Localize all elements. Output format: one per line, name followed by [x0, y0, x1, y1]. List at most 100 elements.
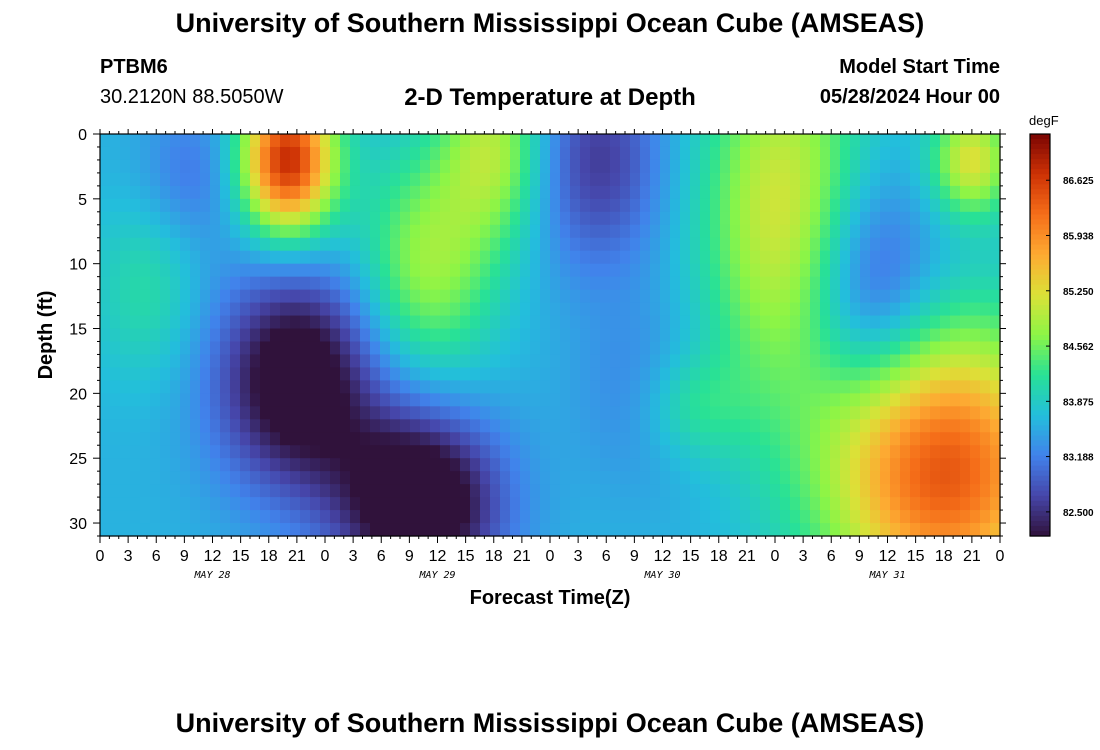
heatmap-cell [300, 510, 311, 524]
heatmap-cell [280, 250, 291, 265]
heatmap-cell [650, 134, 661, 148]
heatmap-cell [500, 289, 511, 304]
heatmap-cell [120, 419, 131, 433]
colorbar-swatch [1030, 214, 1050, 221]
colorbar-swatch [1030, 279, 1050, 286]
y-tick-label: 20 [69, 386, 87, 403]
heatmap-cell [290, 419, 301, 433]
heatmap-cell [700, 134, 711, 148]
heatmap-cell [330, 432, 341, 446]
heatmap-cell [520, 185, 531, 200]
heatmap-cell [610, 497, 621, 511]
heatmap-cell [490, 289, 501, 304]
heatmap-cell [720, 146, 731, 161]
colorbar-swatch [1030, 440, 1050, 447]
heatmap-cell [420, 484, 431, 498]
heatmap-cell [410, 393, 421, 407]
heatmap-cell [950, 393, 961, 407]
heatmap-cell [190, 432, 201, 446]
heatmap-cell [500, 523, 511, 537]
heatmap-cell [610, 419, 621, 433]
heatmap-cell [290, 497, 301, 511]
heatmap-cell [500, 185, 511, 200]
heatmap-cell [650, 237, 661, 252]
heatmap-cell [430, 263, 441, 278]
heatmap-cell [720, 406, 731, 420]
heatmap-cell [560, 367, 571, 381]
heatmap-cell [950, 471, 961, 485]
heatmap-cell [960, 237, 971, 252]
heatmap-cell [530, 302, 541, 317]
heatmap-cell [720, 445, 731, 459]
heatmap-cell [600, 172, 611, 187]
heatmap-cell [550, 172, 561, 187]
heatmap-cell [700, 315, 711, 330]
heatmap-cell [630, 471, 641, 485]
heatmap-cell [890, 445, 901, 459]
heatmap-cell [360, 406, 371, 420]
heatmap-cell [130, 263, 141, 278]
heatmap-cell [410, 224, 421, 239]
heatmap-cell [940, 341, 951, 356]
heatmap-cell [840, 328, 851, 343]
heatmap-cell [480, 354, 491, 369]
heatmap-cell [330, 302, 341, 317]
heatmap-cell [690, 289, 701, 304]
heatmap-cell [610, 458, 621, 472]
heatmap-cell [590, 484, 601, 498]
heatmap-cell [540, 367, 551, 381]
heatmap-cell [980, 211, 991, 226]
heatmap-cell [260, 432, 271, 446]
y-tick-label: 30 [69, 516, 87, 533]
heatmap-cell [630, 289, 641, 304]
heatmap-cell [780, 510, 791, 524]
heatmap-cell [970, 315, 981, 330]
heatmap-cell [710, 523, 721, 537]
heatmap-cell [490, 211, 501, 226]
heatmap-cell [770, 302, 781, 317]
heatmap-cell [340, 302, 351, 317]
heatmap-cell [310, 458, 321, 472]
heatmap-cell [530, 523, 541, 537]
heatmap-cell [650, 328, 661, 343]
heatmap-cell [240, 237, 251, 252]
heatmap-cell [540, 250, 551, 265]
heatmap-cell [860, 445, 871, 459]
heatmap-cell [950, 134, 961, 148]
heatmap-cell [690, 224, 701, 239]
heatmap-cell [630, 146, 641, 161]
heatmap-cell [930, 458, 941, 472]
heatmap-cell [270, 380, 281, 394]
heatmap-cell [330, 406, 341, 420]
heatmap-cell [170, 263, 181, 278]
heatmap-cell [580, 263, 591, 278]
heatmap-cell [810, 302, 821, 317]
heatmap-cell [770, 211, 781, 226]
heatmap-cell [940, 263, 951, 278]
heatmap-cell [720, 185, 731, 200]
heatmap-cell [680, 250, 691, 265]
colorbar-frame [1029, 133, 1051, 537]
heatmap-cell [530, 510, 541, 524]
heatmap-cell [200, 354, 211, 369]
heatmap-cell [930, 510, 941, 524]
heatmap-cell [870, 445, 881, 459]
heatmap-cell [390, 367, 401, 381]
heatmap-cell [240, 380, 251, 394]
heatmap-cell [920, 172, 931, 187]
heatmap-cell [990, 497, 1001, 511]
heatmap-cell [140, 315, 151, 330]
heatmap-cell [820, 484, 831, 498]
heatmap-cell [530, 224, 541, 239]
heatmap-cell [110, 198, 121, 213]
heatmap-cell [440, 315, 451, 330]
heatmap-cell [340, 276, 351, 291]
heatmap-cell [310, 134, 321, 148]
heatmap-cell [720, 523, 731, 537]
heatmap-cell [780, 367, 791, 381]
heatmap-cell [550, 328, 561, 343]
heatmap-cell [950, 237, 961, 252]
heatmap-cell [800, 406, 811, 420]
heatmap-cell [620, 445, 631, 459]
heatmap-cell [230, 458, 241, 472]
